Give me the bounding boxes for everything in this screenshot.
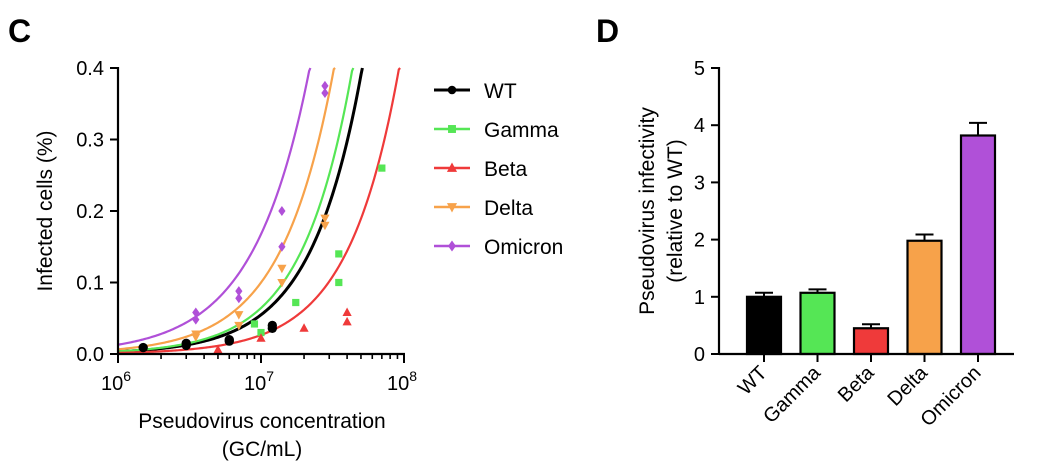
point-omicron-7 [321, 88, 329, 99]
legend-label-beta: Beta [484, 158, 528, 181]
point-wt-0 [138, 342, 148, 353]
y-tick-label-d: 3 [694, 172, 705, 194]
x-tick-label-c: 106 [101, 368, 131, 395]
legend-label-gamma: Gamma [484, 119, 559, 142]
point-wt-2 [181, 340, 191, 351]
y-tick-label-d: 4 [694, 115, 705, 137]
x-tick-label-c: 107 [244, 368, 274, 395]
y-axis-title-d-line2: (relative to WT) [664, 139, 687, 283]
fit-curve-delta [117, 67, 336, 351]
x-tick-label-wt: WT [734, 362, 772, 400]
point-gamma-5 [378, 164, 386, 172]
axes-d [711, 67, 1014, 362]
point-omicron-3 [235, 293, 243, 304]
point-gamma-4 [335, 278, 343, 287]
fit-curve-omicron [117, 67, 312, 346]
point-wt-4 [224, 336, 234, 346]
y-axis-title-c: Infected cells (%) [34, 130, 57, 291]
point-gamma-2 [292, 298, 300, 307]
y-axis-title-d-line1: Pseudovirus infectivity [636, 107, 659, 315]
point-omicron-6 [321, 80, 329, 91]
point-omicron-4 [278, 206, 286, 216]
x-tick-label-beta: Beta [834, 361, 879, 406]
legend-label-delta: Delta [484, 197, 533, 220]
x-tick-label-gamma: Gamma [759, 361, 825, 427]
y-tick-label-d: 5 [694, 58, 705, 80]
bar-wt [745, 295, 783, 356]
bar-gamma [799, 291, 836, 356]
panel-label-d: D [596, 13, 619, 49]
point-beta-4 [342, 316, 352, 326]
point-delta-5 [277, 279, 287, 288]
point-omicron-0 [192, 307, 200, 318]
y-tick-label-d: 0 [694, 344, 705, 366]
legend-marker-omicron [448, 240, 456, 252]
point-delta-1 [191, 333, 201, 342]
legend-marker-delta [446, 203, 458, 213]
point-gamma-3 [335, 250, 343, 258]
point-delta-7 [320, 221, 330, 231]
point-delta-2 [234, 311, 244, 320]
point-omicron-1 [192, 314, 200, 325]
y-tick-labels-c: 0.0 0.1 0.2 0.3 0.4 [76, 58, 104, 366]
x-axis-title-c: Pseudovirus concentration [138, 410, 385, 433]
y-tick-label-c: 0.4 [76, 58, 104, 80]
legend-marker-gamma [448, 125, 456, 133]
axes-c [110, 67, 405, 363]
point-gamma-1 [257, 328, 265, 337]
fit-curves [117, 67, 401, 354]
y-tick-label-c: 0.2 [76, 201, 104, 223]
y-tick-labels-d: 0 1 2 3 4 5 [694, 58, 705, 366]
legend-marker-beta [446, 162, 458, 172]
bar-delta [906, 239, 943, 356]
point-beta-1 [256, 333, 266, 342]
y-tick-label-c: 0.0 [76, 344, 104, 366]
point-delta-4 [277, 264, 287, 274]
bar-beta [852, 327, 890, 356]
point-wt-6 [267, 323, 278, 333]
point-beta-3 [342, 307, 352, 317]
point-beta-0 [213, 344, 223, 354]
point-delta-6 [320, 214, 330, 224]
legend-label-omicron: Omicron [484, 236, 563, 259]
point-omicron-5 [278, 241, 286, 252]
legend-marker-wt [447, 85, 457, 95]
x-tick-label-omicron: Omicron [917, 362, 986, 431]
fit-curve-gamma [117, 67, 355, 353]
y-tick-label-d: 1 [694, 287, 705, 309]
x-tick-labels-c: 106 107 108 [101, 368, 417, 395]
x-tick-label-c: 108 [387, 368, 417, 395]
point-beta-2 [299, 323, 309, 332]
y-tick-label-d: 2 [694, 230, 705, 252]
y-tick-label-c: 0.3 [76, 130, 104, 152]
data-points [138, 80, 386, 354]
point-omicron-2 [235, 286, 243, 297]
bars [745, 121, 997, 356]
y-tick-label-c: 0.1 [76, 273, 104, 295]
legend-label-wt: WT [484, 80, 517, 103]
legend: WT Gamma Beta Delta Omicron [434, 80, 563, 259]
bar-omicron [959, 134, 997, 356]
x-tick-label-delta: Delta [883, 361, 932, 410]
panel-c: C 106 107 108 0.0 0.1 0.2 0.3 0.4 Pseudovirus … [8, 13, 563, 461]
x-axis-unit-c: (GC/mL) [222, 438, 303, 461]
point-gamma-0 [250, 320, 259, 328]
panel-label-c: C [8, 13, 31, 49]
point-delta-3 [234, 321, 244, 331]
